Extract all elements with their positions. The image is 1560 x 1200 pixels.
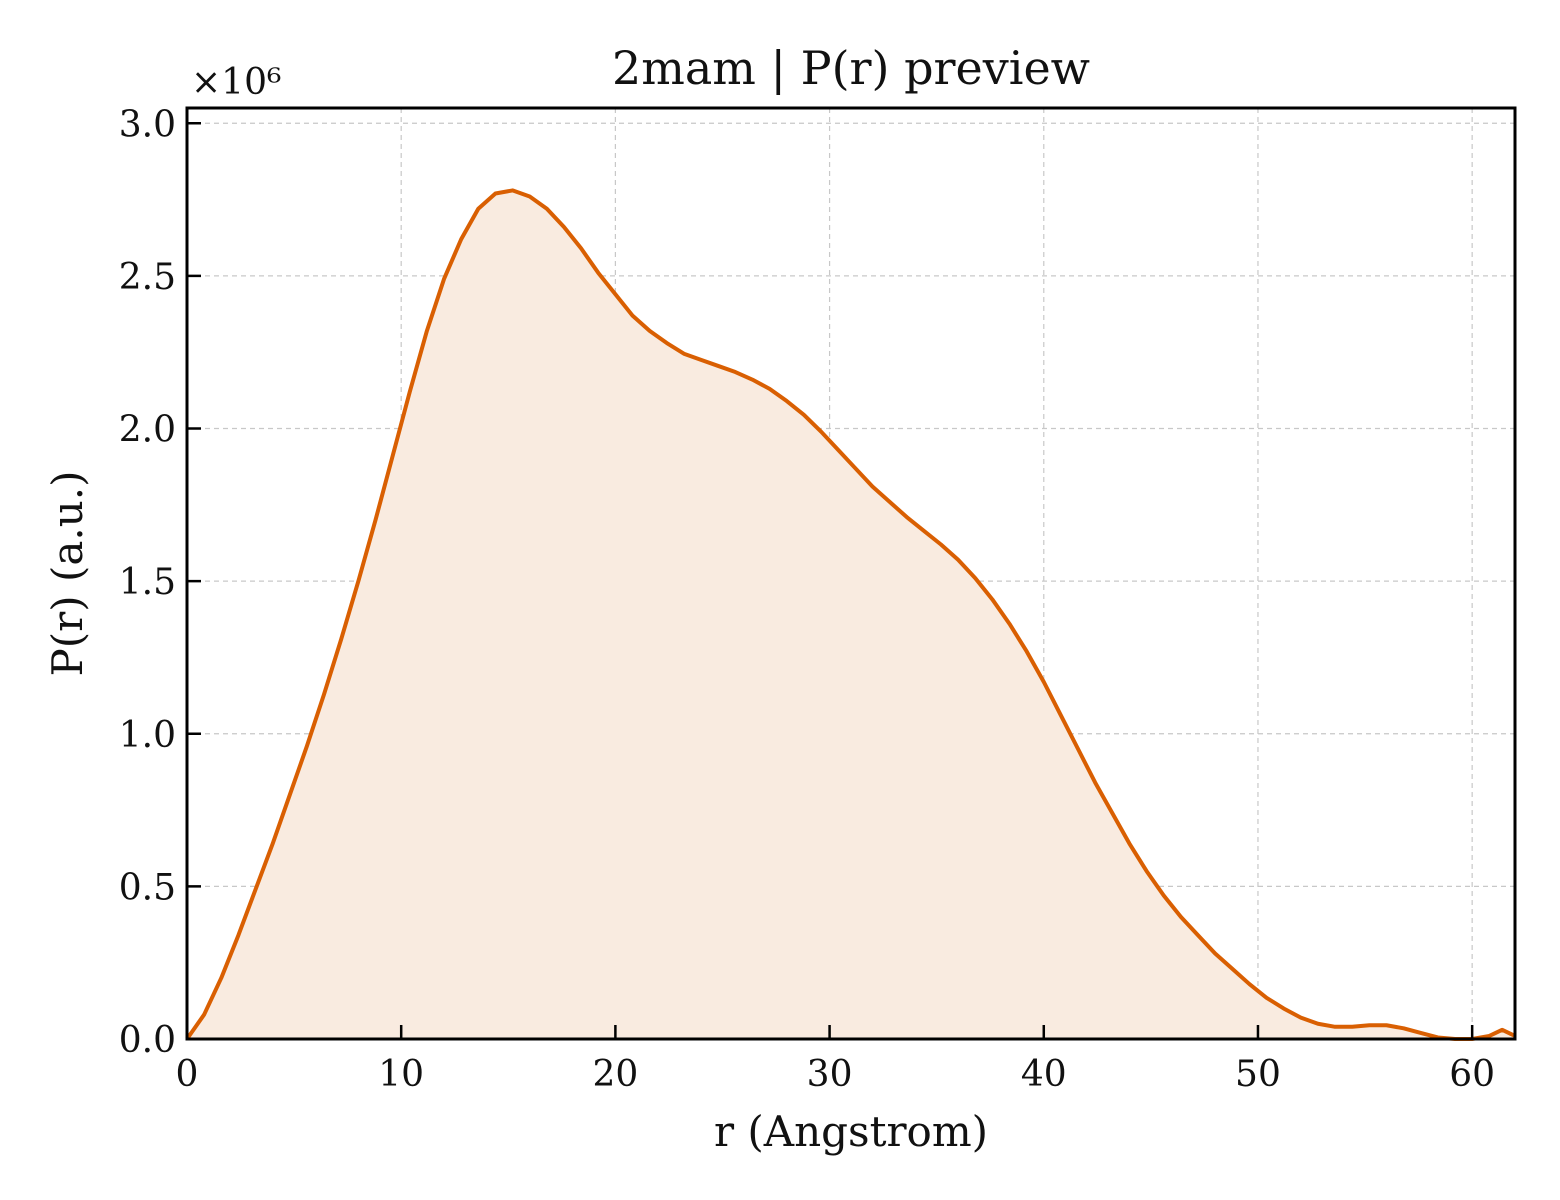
x-axis-label: r (Angstrom) — [714, 1107, 988, 1156]
x-tick-label: 60 — [1449, 1054, 1495, 1095]
y-tick-label: 0.0 — [119, 1020, 176, 1061]
x-tick-label: 10 — [378, 1054, 424, 1095]
y-axis-label: P(r) (a.u.) — [43, 470, 92, 676]
y-tick-label: 2.0 — [119, 410, 176, 451]
pr-fill-area — [187, 190, 1515, 1040]
x-tick-label: 50 — [1235, 1054, 1281, 1095]
x-tick-label: 40 — [1021, 1054, 1067, 1095]
y-tick-label: 0.5 — [119, 867, 176, 908]
x-tick-label: 20 — [592, 1054, 638, 1095]
plot-frame — [185, 106, 1517, 1041]
x-axis-ticks: 0 10 20 30 40 50 60 — [176, 1025, 1495, 1095]
y-axis-multiplier: ×10⁶ — [191, 62, 281, 103]
chart-title: 2mam | P(r) preview — [612, 41, 1090, 95]
y-tick-label: 2.5 — [119, 257, 176, 298]
y-tick-label: 1.0 — [119, 715, 176, 756]
y-tick-label: 1.5 — [119, 562, 176, 603]
y-tick-label: 3.0 — [119, 104, 176, 145]
y-axis-ticks: 0.0 0.5 1.0 1.5 2.0 2.5 3.0 — [119, 104, 201, 1061]
pr-curve — [185, 188, 1516, 1041]
x-tick-label: 30 — [807, 1054, 853, 1095]
x-tick-label: 0 — [176, 1054, 199, 1095]
